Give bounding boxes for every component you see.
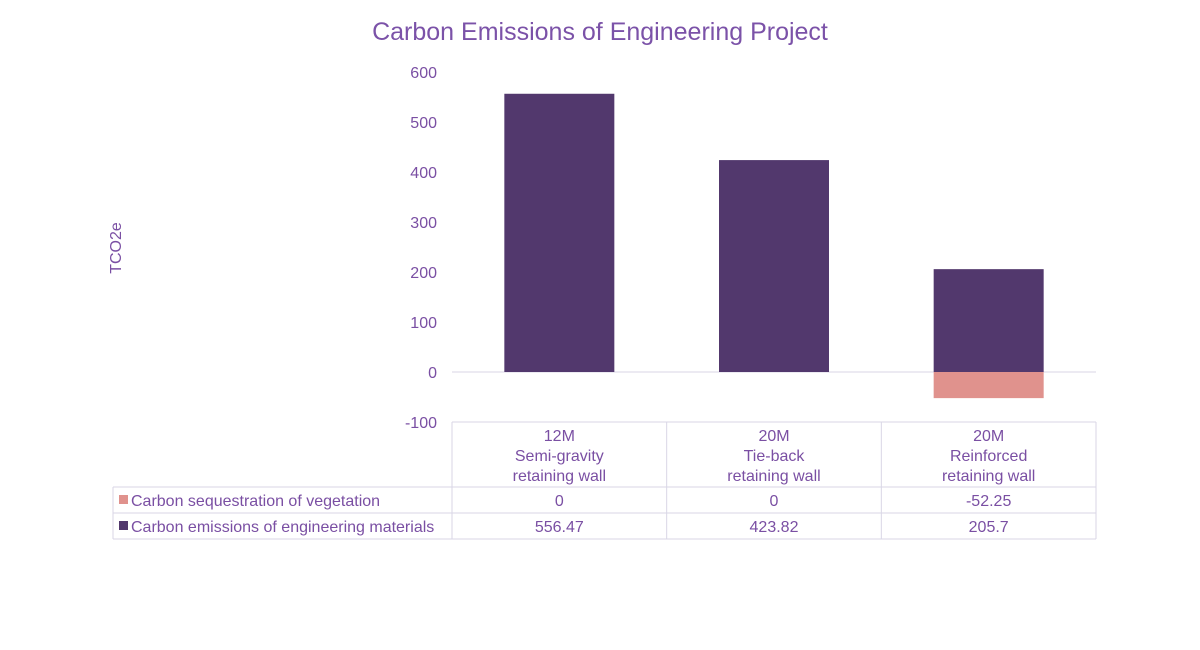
data-label: 423.82 xyxy=(750,519,799,536)
y-tick-label: 200 xyxy=(410,265,437,282)
y-tick-label: 400 xyxy=(410,165,437,182)
category-label: Tie-back xyxy=(744,448,806,465)
data-label: 0 xyxy=(555,493,564,510)
chart-title: Carbon Emissions of Engineering Project xyxy=(372,18,828,46)
bar xyxy=(504,93,615,372)
y-tick-label: 600 xyxy=(410,65,437,82)
data-label: 556.47 xyxy=(535,519,584,536)
y-tick-label: -100 xyxy=(405,415,437,432)
bar xyxy=(719,160,829,372)
legend-label: Carbon sequestration of vegetation xyxy=(131,493,380,510)
y-tick-label: 0 xyxy=(428,365,437,382)
category-label: retaining wall xyxy=(727,468,820,485)
data-label: 0 xyxy=(770,493,779,510)
bar xyxy=(933,269,1044,372)
category-label: 20M xyxy=(973,428,1004,445)
data-label: 205.7 xyxy=(969,519,1009,536)
data-label: -52.25 xyxy=(966,493,1011,510)
category-label: Reinforced xyxy=(950,448,1027,465)
legend-key xyxy=(119,521,128,530)
legend-label: Carbon emissions of engineering material… xyxy=(131,519,434,536)
category-label: 20M xyxy=(758,428,789,445)
bar xyxy=(933,372,1044,399)
legend-key xyxy=(119,495,128,504)
y-tick-label: 300 xyxy=(410,215,437,232)
category-label: 12M xyxy=(544,428,575,445)
category-label: Semi-gravity xyxy=(515,448,604,465)
y-tick-label: 500 xyxy=(410,115,437,132)
y-tick-label: 100 xyxy=(410,315,437,332)
category-label: retaining wall xyxy=(513,468,606,485)
category-label: retaining wall xyxy=(942,468,1035,485)
